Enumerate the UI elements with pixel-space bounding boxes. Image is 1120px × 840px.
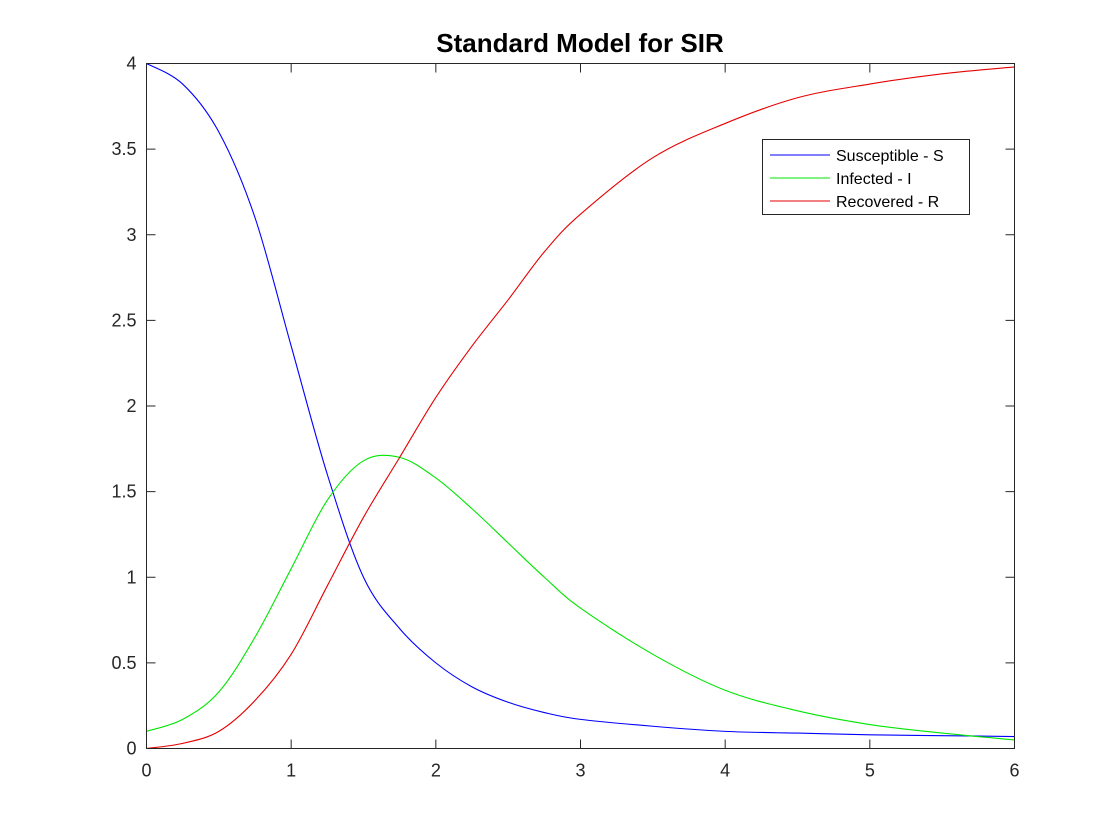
y-tick-label: 4 [126, 54, 136, 74]
y-tick-label: 1 [126, 567, 136, 587]
x-tick-label: 2 [431, 761, 441, 781]
x-tick-label: 6 [1009, 761, 1019, 781]
legend: Susceptible - S Infected - I Recovered -… [762, 139, 970, 215]
x-tick-label: 3 [575, 761, 585, 781]
x-tick-label: 0 [141, 761, 151, 781]
y-tick-label: 3 [126, 225, 136, 245]
series-line-infected [146, 454, 1015, 741]
legend-label-recovered: Recovered - R [836, 194, 939, 211]
x-tick-label: 5 [865, 761, 875, 781]
plot-series [146, 63, 1015, 750]
y-tick-label: 2.5 [111, 310, 136, 330]
y-tick-label: 0 [126, 739, 136, 759]
y-tick-label: 0.5 [111, 653, 136, 673]
legend-label-susceptible: Susceptible - S [836, 148, 944, 165]
chart-title: Standard Model for SIR [436, 28, 724, 58]
y-tick-label: 3.5 [111, 139, 136, 159]
x-tick-label: 4 [720, 761, 730, 781]
x-tick-label: 1 [286, 761, 296, 781]
legend-box [762, 139, 970, 215]
series-line-susceptible [146, 63, 1015, 738]
legend-label-infected: Infected - I [836, 171, 912, 188]
y-tick-label: 2 [126, 396, 136, 416]
plot-area-frame [146, 63, 1015, 749]
axis-ticks: 0 1 2 3 4 5 6 0 0.5 1 1.5 2 2.5 3 3.5 4 [111, 54, 1019, 781]
y-tick-label: 1.5 [111, 482, 136, 502]
series-line-recovered [146, 66, 1015, 750]
